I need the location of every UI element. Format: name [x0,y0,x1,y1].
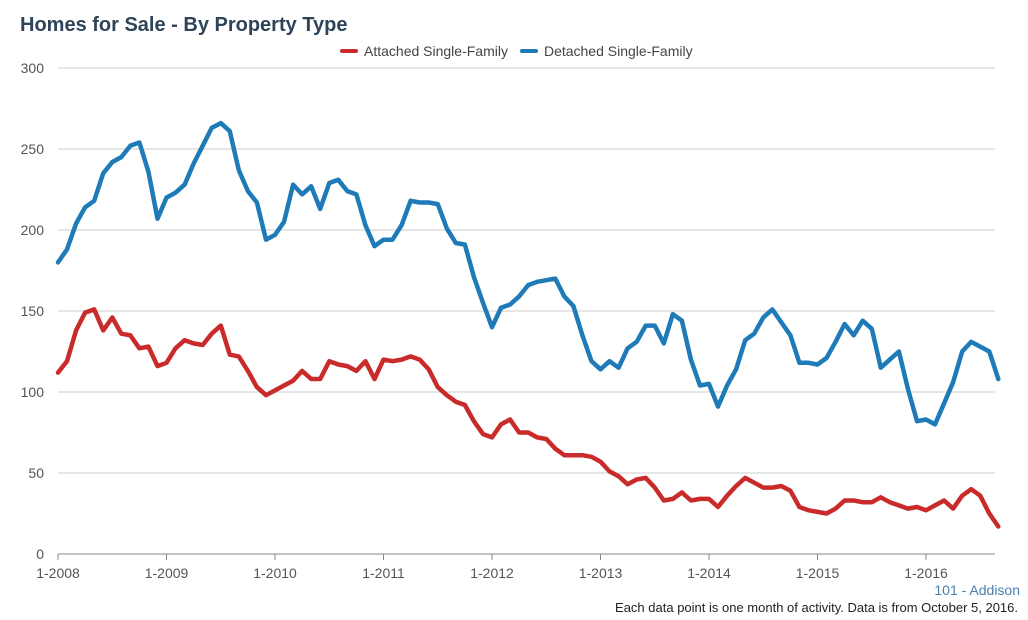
x-tick-label-1-2014: 1-2014 [687,565,731,581]
y-tick-label-0: 0 [36,546,44,562]
footnote: Each data point is one month of activity… [615,600,1018,615]
series-line-attached-single-family [55,307,1001,529]
series-line-detached-single-family [55,120,1001,427]
legend-item-detached[interactable]: Detached Single-Family [519,43,693,59]
y-tick-label-50: 50 [28,465,44,481]
y-tick-label-300: 300 [21,60,45,76]
x-tick-label-1-2012: 1-2012 [470,565,514,581]
x-tick-label-1-2016: 1-2016 [904,565,948,581]
source-label: 101 - Addison [934,582,1020,598]
x-tick-label-1-2008: 1-2008 [36,565,80,581]
legend-label-detached: Detached Single-Family [543,43,693,59]
x-tick-label-1-2009: 1-2009 [145,565,189,581]
x-tick-label-1-2010: 1-2010 [253,565,297,581]
chart-title: Homes for Sale - By Property Type [20,14,348,36]
x-tick-label-1-2011: 1-2011 [362,565,405,581]
x-tick-label-1-2015: 1-2015 [796,565,840,581]
y-tick-label-100: 100 [21,384,45,400]
chart-legend: Attached Single-Family Detached Single-F… [340,43,693,59]
legend-item-attached[interactable]: Attached Single-Family [340,43,508,59]
legend-label-attached: Attached Single-Family [364,43,508,59]
y-tick-label-150: 150 [21,303,45,319]
legend-swatch-attached [340,49,358,53]
legend-swatch-detached [519,49,538,53]
x-tick-label-1-2013: 1-2013 [579,565,623,581]
y-tick-label-250: 250 [21,141,45,157]
y-tick-label-200: 200 [21,222,45,238]
